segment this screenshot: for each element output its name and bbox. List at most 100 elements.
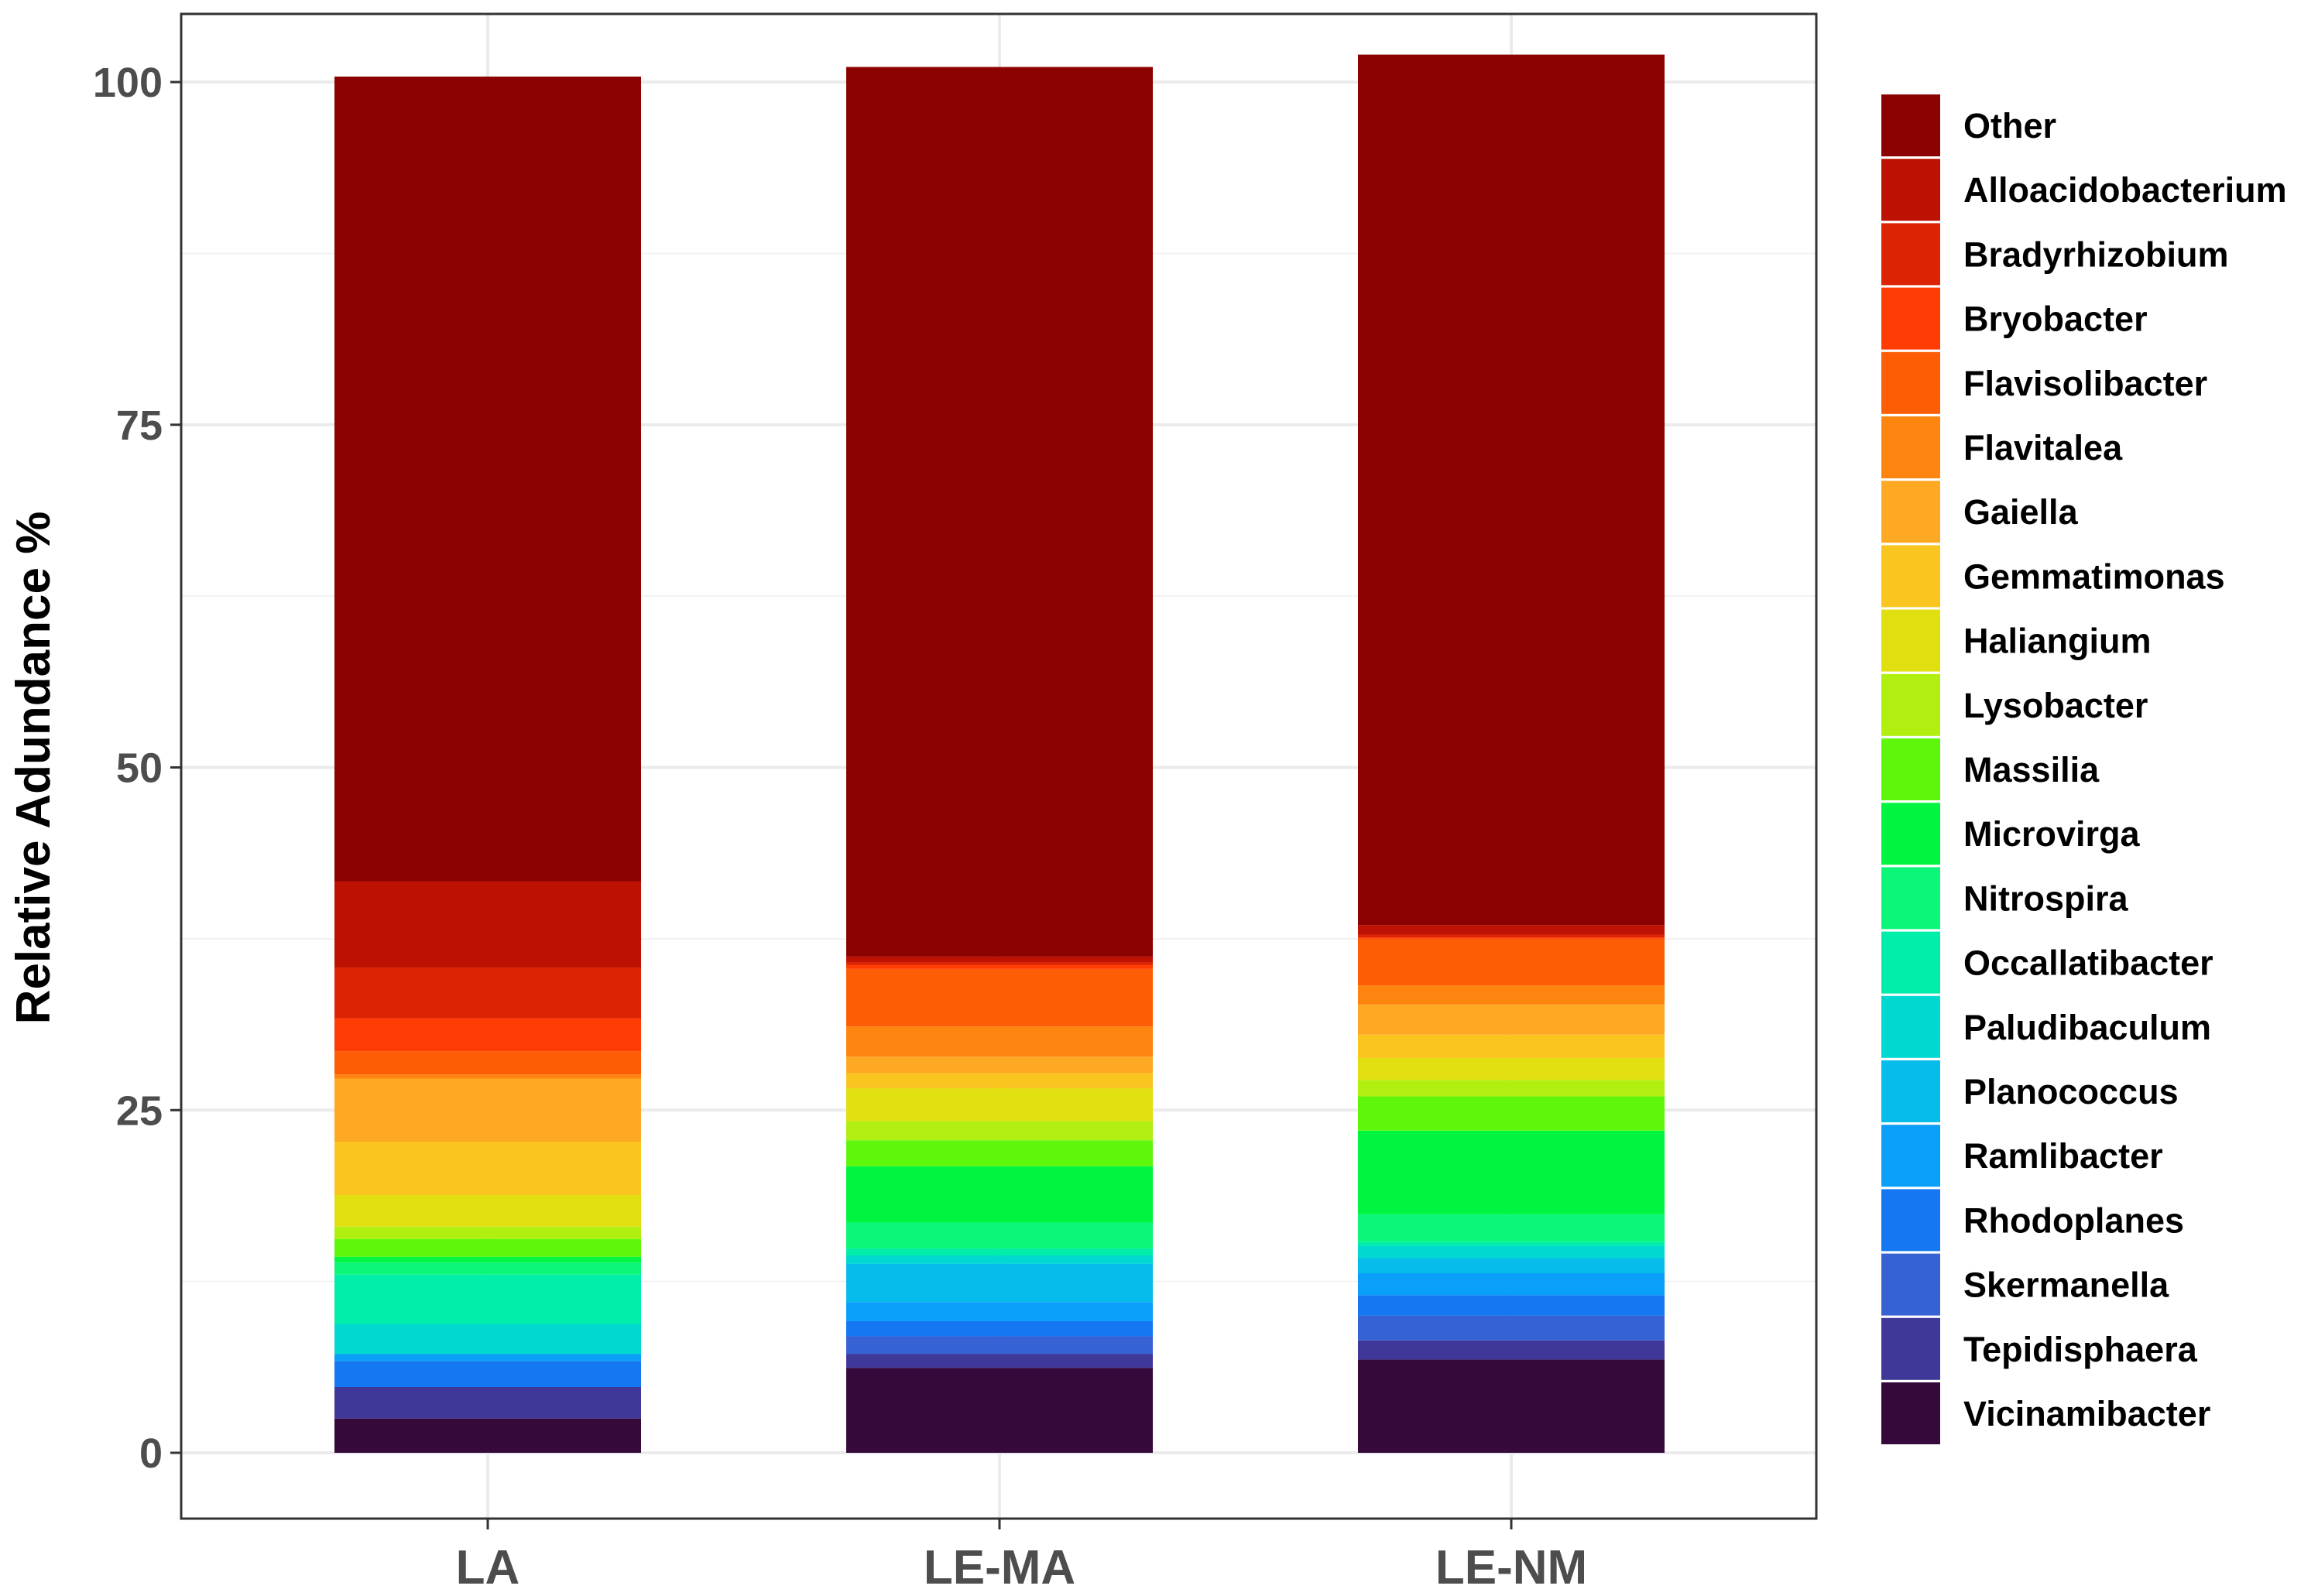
bar-segment-gemmatimonas	[1358, 1034, 1665, 1058]
bar-segment-flavitalea	[846, 1026, 1153, 1057]
legend-label: Alloacidobacterium	[1963, 170, 2287, 210]
legend-label: Vicinamibacter	[1963, 1394, 2210, 1433]
bar-segment-bryobacter	[1358, 937, 1665, 939]
bar-segment-tepidisphaera	[1358, 1340, 1665, 1360]
bar-segment-microvirga	[846, 1166, 1153, 1223]
x-tick-label: LE-NM	[1435, 1541, 1587, 1594]
legend-key-gaiella	[1881, 481, 1940, 543]
bar-segment-lysobacter	[846, 1121, 1153, 1141]
bar-segment-other	[334, 76, 641, 882]
bar-segment-bradyrhizobium	[1358, 934, 1665, 938]
legend-key-haliangium	[1881, 609, 1940, 672]
bar-segment-nitrospira	[334, 1262, 641, 1275]
bar-segment-planococcus	[846, 1263, 1153, 1303]
legend-key-skermanella	[1881, 1253, 1940, 1316]
bar-segment-ramlibacter	[1358, 1272, 1665, 1296]
axes: 0 25 50 75 100 LA LE-MA LE-NM	[93, 12, 1818, 1594]
legend-key-microvirga	[1881, 803, 1940, 865]
bar-segment-nitrospira	[1358, 1214, 1665, 1242]
bar-segment-flavisolibacter	[1358, 938, 1665, 986]
bar-segment-flavitalea	[334, 1074, 641, 1079]
legend-label: Lysobacter	[1963, 686, 2148, 725]
legend-key-ramlibacter	[1881, 1125, 1940, 1187]
legend-key-vicinamibacter	[1881, 1382, 1940, 1444]
bar-segment-other	[1358, 54, 1665, 926]
bar-segment-bryobacter	[334, 1018, 641, 1052]
bar-segment-bryobacter	[846, 964, 1153, 969]
legend-label: Bradyrhizobium	[1963, 235, 2229, 274]
legend-label: Occallatibacter	[1963, 944, 2213, 983]
bar-segment-rhodoplanes	[1358, 1295, 1665, 1316]
y-tick-label: 100	[93, 60, 163, 106]
y-tick-label: 25	[116, 1087, 163, 1134]
bar-segment-bradyrhizobium	[846, 961, 1153, 965]
bar-segment-ramlibacter	[334, 1354, 641, 1361]
bar-segment-microvirga	[1358, 1130, 1665, 1214]
bar-segment-alloacidobacterium	[846, 956, 1153, 962]
bar-segment-tepidisphaera	[334, 1386, 641, 1419]
x-tick-label: LE-MA	[924, 1541, 1075, 1594]
bar-segment-haliangium	[1358, 1057, 1665, 1081]
bar-segment-gaiella	[1358, 1004, 1665, 1035]
legend-key-flavisolibacter	[1881, 351, 1940, 414]
legend-label: Bryobacter	[1963, 300, 2148, 339]
bar-segment-paludibaculum	[846, 1255, 1153, 1264]
y-tick-label: 50	[116, 745, 163, 792]
bar-segment-rhodoplanes	[334, 1361, 641, 1387]
x-tick-label: LA	[456, 1541, 520, 1594]
bar-segment-rhodoplanes	[846, 1320, 1153, 1337]
bar-segment-tepidisphaera	[846, 1354, 1153, 1368]
legend-key-bradyrhizobium	[1881, 223, 1940, 286]
bar-segment-ramlibacter	[846, 1302, 1153, 1321]
legend-key-nitrospira	[1881, 867, 1940, 930]
legend-label: Haliangium	[1963, 622, 2152, 661]
legend-key-alloacidobacterium	[1881, 159, 1940, 221]
bar-segment-vicinamibacter	[846, 1368, 1153, 1453]
legend-label: Microvirga	[1963, 814, 2141, 854]
bar-segment-flavisolibacter	[846, 968, 1153, 1027]
legend-key-massilia	[1881, 738, 1940, 800]
bar-segment-other	[846, 67, 1153, 957]
legend: Other Alloacidobacterium Bradyrhizobium Bry…	[1881, 94, 2287, 1444]
bar-segment-haliangium	[846, 1087, 1153, 1122]
legend-label: Tepidisphaera	[1963, 1330, 2198, 1369]
legend-key-gemmatimonas	[1881, 545, 1940, 608]
bar-segment-alloacidobacterium	[1358, 925, 1665, 935]
legend-label: Gemmatimonas	[1963, 557, 2225, 596]
legend-label: Flavitalea	[1963, 428, 2123, 467]
bar-segment-skermanella	[1358, 1315, 1665, 1341]
legend-label: Planococcus	[1963, 1072, 2179, 1111]
bar-segment-gaiella	[846, 1057, 1153, 1074]
legend-key-paludibaculum	[1881, 995, 1940, 1058]
bar-segment-massilia	[846, 1140, 1153, 1166]
legend-key-tepidisphaera	[1881, 1317, 1940, 1380]
bar-segment-vicinamibacter	[334, 1418, 641, 1453]
legend-key-planococcus	[1881, 1060, 1940, 1122]
bar-segment-gemmatimonas	[846, 1073, 1153, 1088]
bar-segment-paludibaculum	[334, 1324, 641, 1355]
legend-key-lysobacter	[1881, 673, 1940, 736]
y-tick-label: 75	[116, 402, 163, 449]
bar-segment-gemmatimonas	[334, 1141, 641, 1196]
bar-segment-nitrospira	[846, 1222, 1153, 1249]
bar-segment-lysobacter	[1358, 1080, 1665, 1097]
bar-segment-massilia	[1358, 1096, 1665, 1131]
legend-key-occallatibacter	[1881, 931, 1940, 994]
bar-segment-flavisolibacter	[334, 1051, 641, 1075]
legend-key-flavitalea	[1881, 416, 1940, 478]
bar-segment-occallatibacter	[846, 1248, 1153, 1255]
legend-label: Rhodoplanes	[1963, 1200, 2184, 1240]
legend-label: Gaiella	[1963, 492, 2079, 532]
y-axis-title: Relative Adundance %	[7, 512, 60, 1025]
bar-segment-vicinamibacter	[1358, 1359, 1665, 1453]
y-tick-label: 0	[139, 1430, 163, 1477]
legend-key-bryobacter	[1881, 287, 1940, 350]
legend-label: Massilia	[1963, 750, 2100, 789]
legend-label: Skermanella	[1963, 1265, 2169, 1305]
legend-label: Paludibaculum	[1963, 1008, 2211, 1047]
legend-label: Flavisolibacter	[1963, 364, 2207, 403]
bar-segment-occallatibacter	[334, 1274, 641, 1324]
bar-segment-flavitalea	[1358, 985, 1665, 1005]
legend-label: Other	[1963, 106, 2056, 146]
